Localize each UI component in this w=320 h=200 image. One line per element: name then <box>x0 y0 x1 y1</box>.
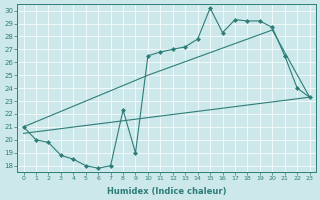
X-axis label: Humidex (Indice chaleur): Humidex (Indice chaleur) <box>107 187 226 196</box>
